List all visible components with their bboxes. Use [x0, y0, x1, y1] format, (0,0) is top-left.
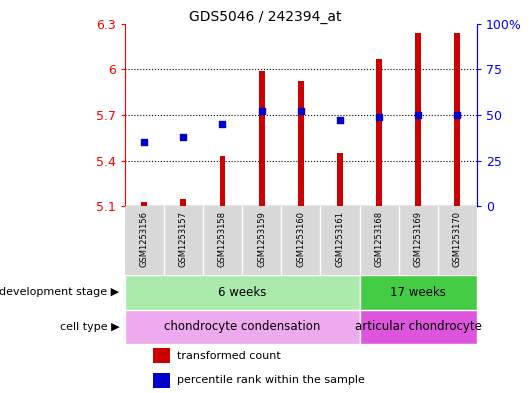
Bar	[359, 275, 477, 310]
Bar	[153, 373, 170, 388]
Bar	[376, 59, 382, 206]
Text: GSM1253170: GSM1253170	[453, 211, 462, 267]
Text: 6 weeks: 6 weeks	[218, 286, 266, 299]
Text: GSM1253168: GSM1253168	[375, 211, 384, 267]
Point	[179, 134, 188, 140]
Point	[258, 108, 266, 114]
Bar	[180, 199, 186, 206]
Point	[375, 114, 383, 120]
Text: GSM1253156: GSM1253156	[139, 211, 148, 267]
Bar	[203, 206, 242, 275]
Bar	[455, 33, 461, 206]
Text: transformed count: transformed count	[178, 351, 281, 360]
Point	[297, 108, 305, 114]
Text: GSM1253169: GSM1253169	[414, 211, 423, 267]
Bar	[125, 310, 359, 344]
Text: articular chondrocyte: articular chondrocyte	[355, 320, 482, 334]
Bar	[125, 206, 164, 275]
Point	[335, 117, 344, 123]
Point	[414, 112, 422, 118]
Bar	[125, 275, 359, 310]
Text: 17 weeks: 17 weeks	[390, 286, 446, 299]
Text: GSM1253157: GSM1253157	[179, 211, 188, 267]
Bar	[399, 206, 438, 275]
Text: GSM1253159: GSM1253159	[257, 211, 266, 267]
Text: development stage ▶: development stage ▶	[0, 287, 119, 298]
Bar	[416, 33, 421, 206]
Text: GSM1253161: GSM1253161	[335, 211, 344, 267]
Text: GSM1253160: GSM1253160	[296, 211, 305, 267]
Bar	[320, 206, 359, 275]
Bar	[242, 206, 281, 275]
Bar	[219, 156, 225, 206]
Point	[453, 112, 462, 118]
Text: GDS5046 / 242394_at: GDS5046 / 242394_at	[189, 10, 341, 24]
Point	[140, 139, 148, 145]
Text: GSM1253158: GSM1253158	[218, 211, 227, 267]
Bar	[438, 206, 477, 275]
Text: cell type ▶: cell type ▶	[59, 322, 119, 332]
Point	[218, 121, 227, 127]
Bar	[153, 348, 170, 364]
Bar	[359, 310, 477, 344]
Bar	[298, 81, 304, 206]
Bar	[164, 206, 203, 275]
Bar	[359, 206, 399, 275]
Text: percentile rank within the sample: percentile rank within the sample	[178, 375, 365, 386]
Bar	[141, 202, 147, 206]
Bar	[281, 206, 320, 275]
Bar	[259, 71, 264, 206]
Bar	[337, 153, 343, 206]
Text: chondrocyte condensation: chondrocyte condensation	[164, 320, 320, 334]
